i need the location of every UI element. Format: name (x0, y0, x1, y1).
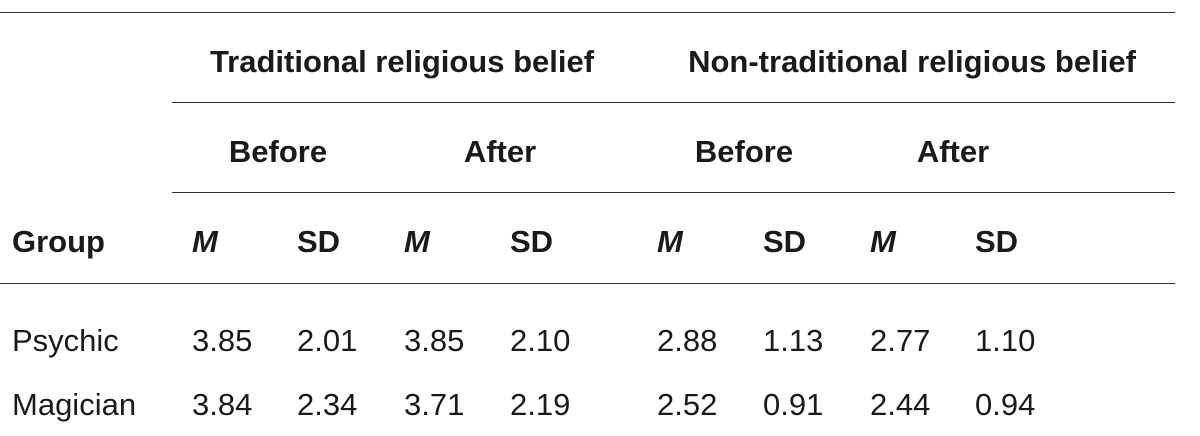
table-cell: 2.01 (297, 323, 358, 358)
table-cell: 2.34 (297, 387, 358, 422)
sub-rule (172, 192, 1175, 193)
table-cell: 2.44 (870, 387, 931, 422)
sub-header: After (916, 134, 990, 169)
top-rule (0, 12, 1175, 13)
table-cell: 2.10 (510, 323, 571, 358)
group-rule (172, 102, 1175, 103)
row-label: Psychic (12, 323, 119, 358)
table-cell: 1.13 (763, 323, 824, 358)
sub-header: After (463, 134, 537, 169)
column-header: SD (510, 224, 554, 259)
table-cell: 3.84 (192, 387, 253, 422)
header-rule (0, 283, 1175, 284)
group-header: Non-traditional religious belief (688, 44, 1136, 79)
column-header: SD (297, 224, 341, 259)
sub-header: Before (694, 134, 794, 169)
row-label: Magician (12, 387, 137, 422)
table-cell: 2.77 (870, 323, 931, 358)
table-cell: 2.19 (510, 387, 571, 422)
table-cell: 0.91 (763, 387, 824, 422)
column-header: M (870, 224, 896, 259)
column-header: M (657, 224, 683, 259)
table-cell: 3.85 (404, 323, 465, 358)
table-cell: 3.71 (404, 387, 465, 422)
table-cell: 2.52 (657, 387, 718, 422)
column-header: SD (975, 224, 1019, 259)
column-header: Group (12, 224, 105, 259)
group-header: Traditional religious belief (209, 44, 595, 79)
table-cell: 1.10 (975, 323, 1036, 358)
column-header: SD (763, 224, 807, 259)
column-header: M (404, 224, 430, 259)
table-cell: 3.85 (192, 323, 253, 358)
table-cell: 2.88 (657, 323, 718, 358)
column-header: M (192, 224, 218, 259)
table-cell: 0.94 (975, 387, 1036, 422)
sub-header: Before (228, 134, 328, 169)
